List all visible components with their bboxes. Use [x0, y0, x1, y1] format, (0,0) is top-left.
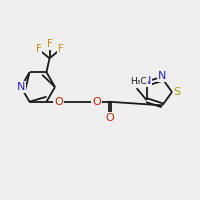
Text: H₃C: H₃C	[130, 77, 147, 86]
Text: F: F	[58, 44, 63, 54]
Text: O: O	[54, 97, 63, 107]
Text: N: N	[158, 71, 167, 81]
Text: F: F	[36, 44, 41, 54]
Text: N: N	[142, 76, 151, 86]
Text: F: F	[47, 39, 52, 49]
Text: N: N	[17, 82, 25, 92]
Text: O: O	[92, 97, 101, 107]
Text: O: O	[105, 113, 114, 123]
Text: S: S	[173, 87, 181, 97]
